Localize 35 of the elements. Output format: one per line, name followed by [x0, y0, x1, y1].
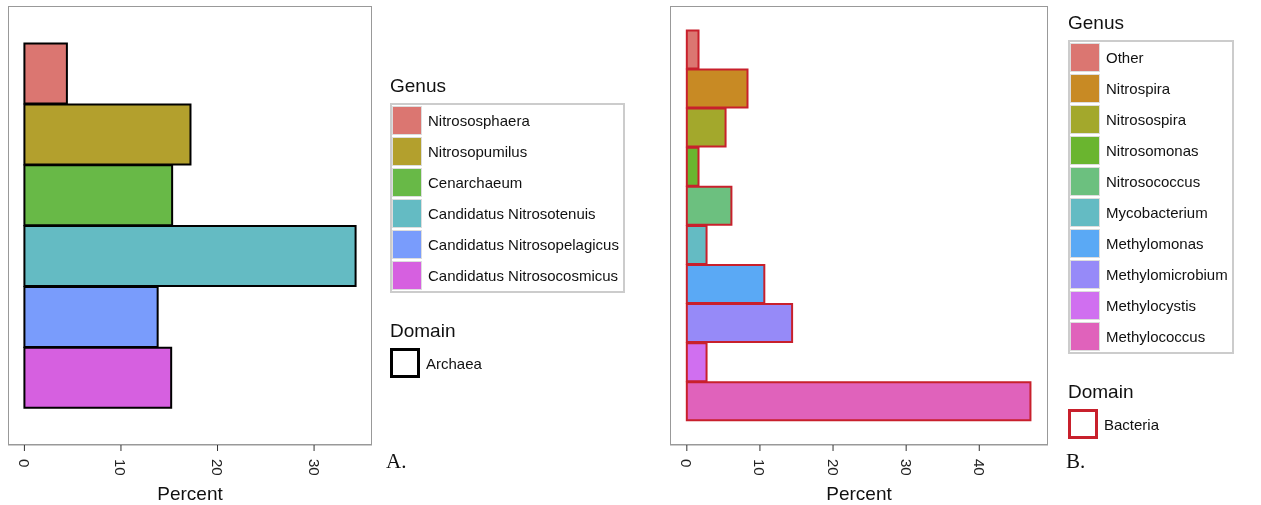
legend-label: Candidatus Nitrosotenuis [428, 205, 596, 222]
legend-label: Nitrosopumilus [428, 143, 528, 160]
x-axis-title: Percent [826, 483, 893, 504]
x-tick-label: 20 [824, 459, 842, 476]
legend-label: Candidatus Nitrosopelagicus [428, 236, 619, 253]
x-tick-label: 40 [970, 459, 988, 476]
legend-label: Nitrosococcus [1106, 173, 1201, 190]
legend-label: Candidatus Nitrosocosmicus [428, 267, 619, 284]
x-tick-label: 10 [112, 459, 130, 476]
text: Bacteria [1104, 415, 1160, 433]
text: A. [386, 449, 407, 474]
text: Domain [1068, 381, 1135, 403]
legend-title: Genus [390, 75, 447, 97]
legend-label: Nitrososphaera [428, 112, 530, 129]
legend-label: Nitrospira [1106, 80, 1171, 97]
legend-title: Genus [1068, 12, 1125, 34]
legend-label: Methylocystis [1106, 297, 1197, 314]
x-axis-title: Percent [157, 483, 224, 504]
legend-label: Methylococcus [1106, 328, 1206, 345]
legend-label: Other [1106, 49, 1144, 66]
x-tick-label: 0 [15, 459, 33, 468]
text: Archaea [426, 354, 482, 372]
x-tick-label: 30 [897, 459, 915, 476]
legend-label: Cenarchaeum [428, 174, 523, 191]
x-tick-label: 30 [305, 459, 323, 476]
x-tick-label: 10 [751, 459, 769, 476]
x-tick-label: 0 [678, 459, 696, 468]
legend-label: Nitrosomonas [1106, 142, 1199, 159]
legend-label: Methylomicrobium [1106, 266, 1228, 283]
text: Domain [390, 320, 457, 342]
x-tick-label: 20 [209, 459, 227, 476]
legend-label: Nitrosospira [1106, 111, 1187, 128]
text: B. [1066, 449, 1086, 474]
legend-label: Methylomonas [1106, 235, 1204, 252]
legend-label: Mycobacterium [1106, 204, 1208, 221]
